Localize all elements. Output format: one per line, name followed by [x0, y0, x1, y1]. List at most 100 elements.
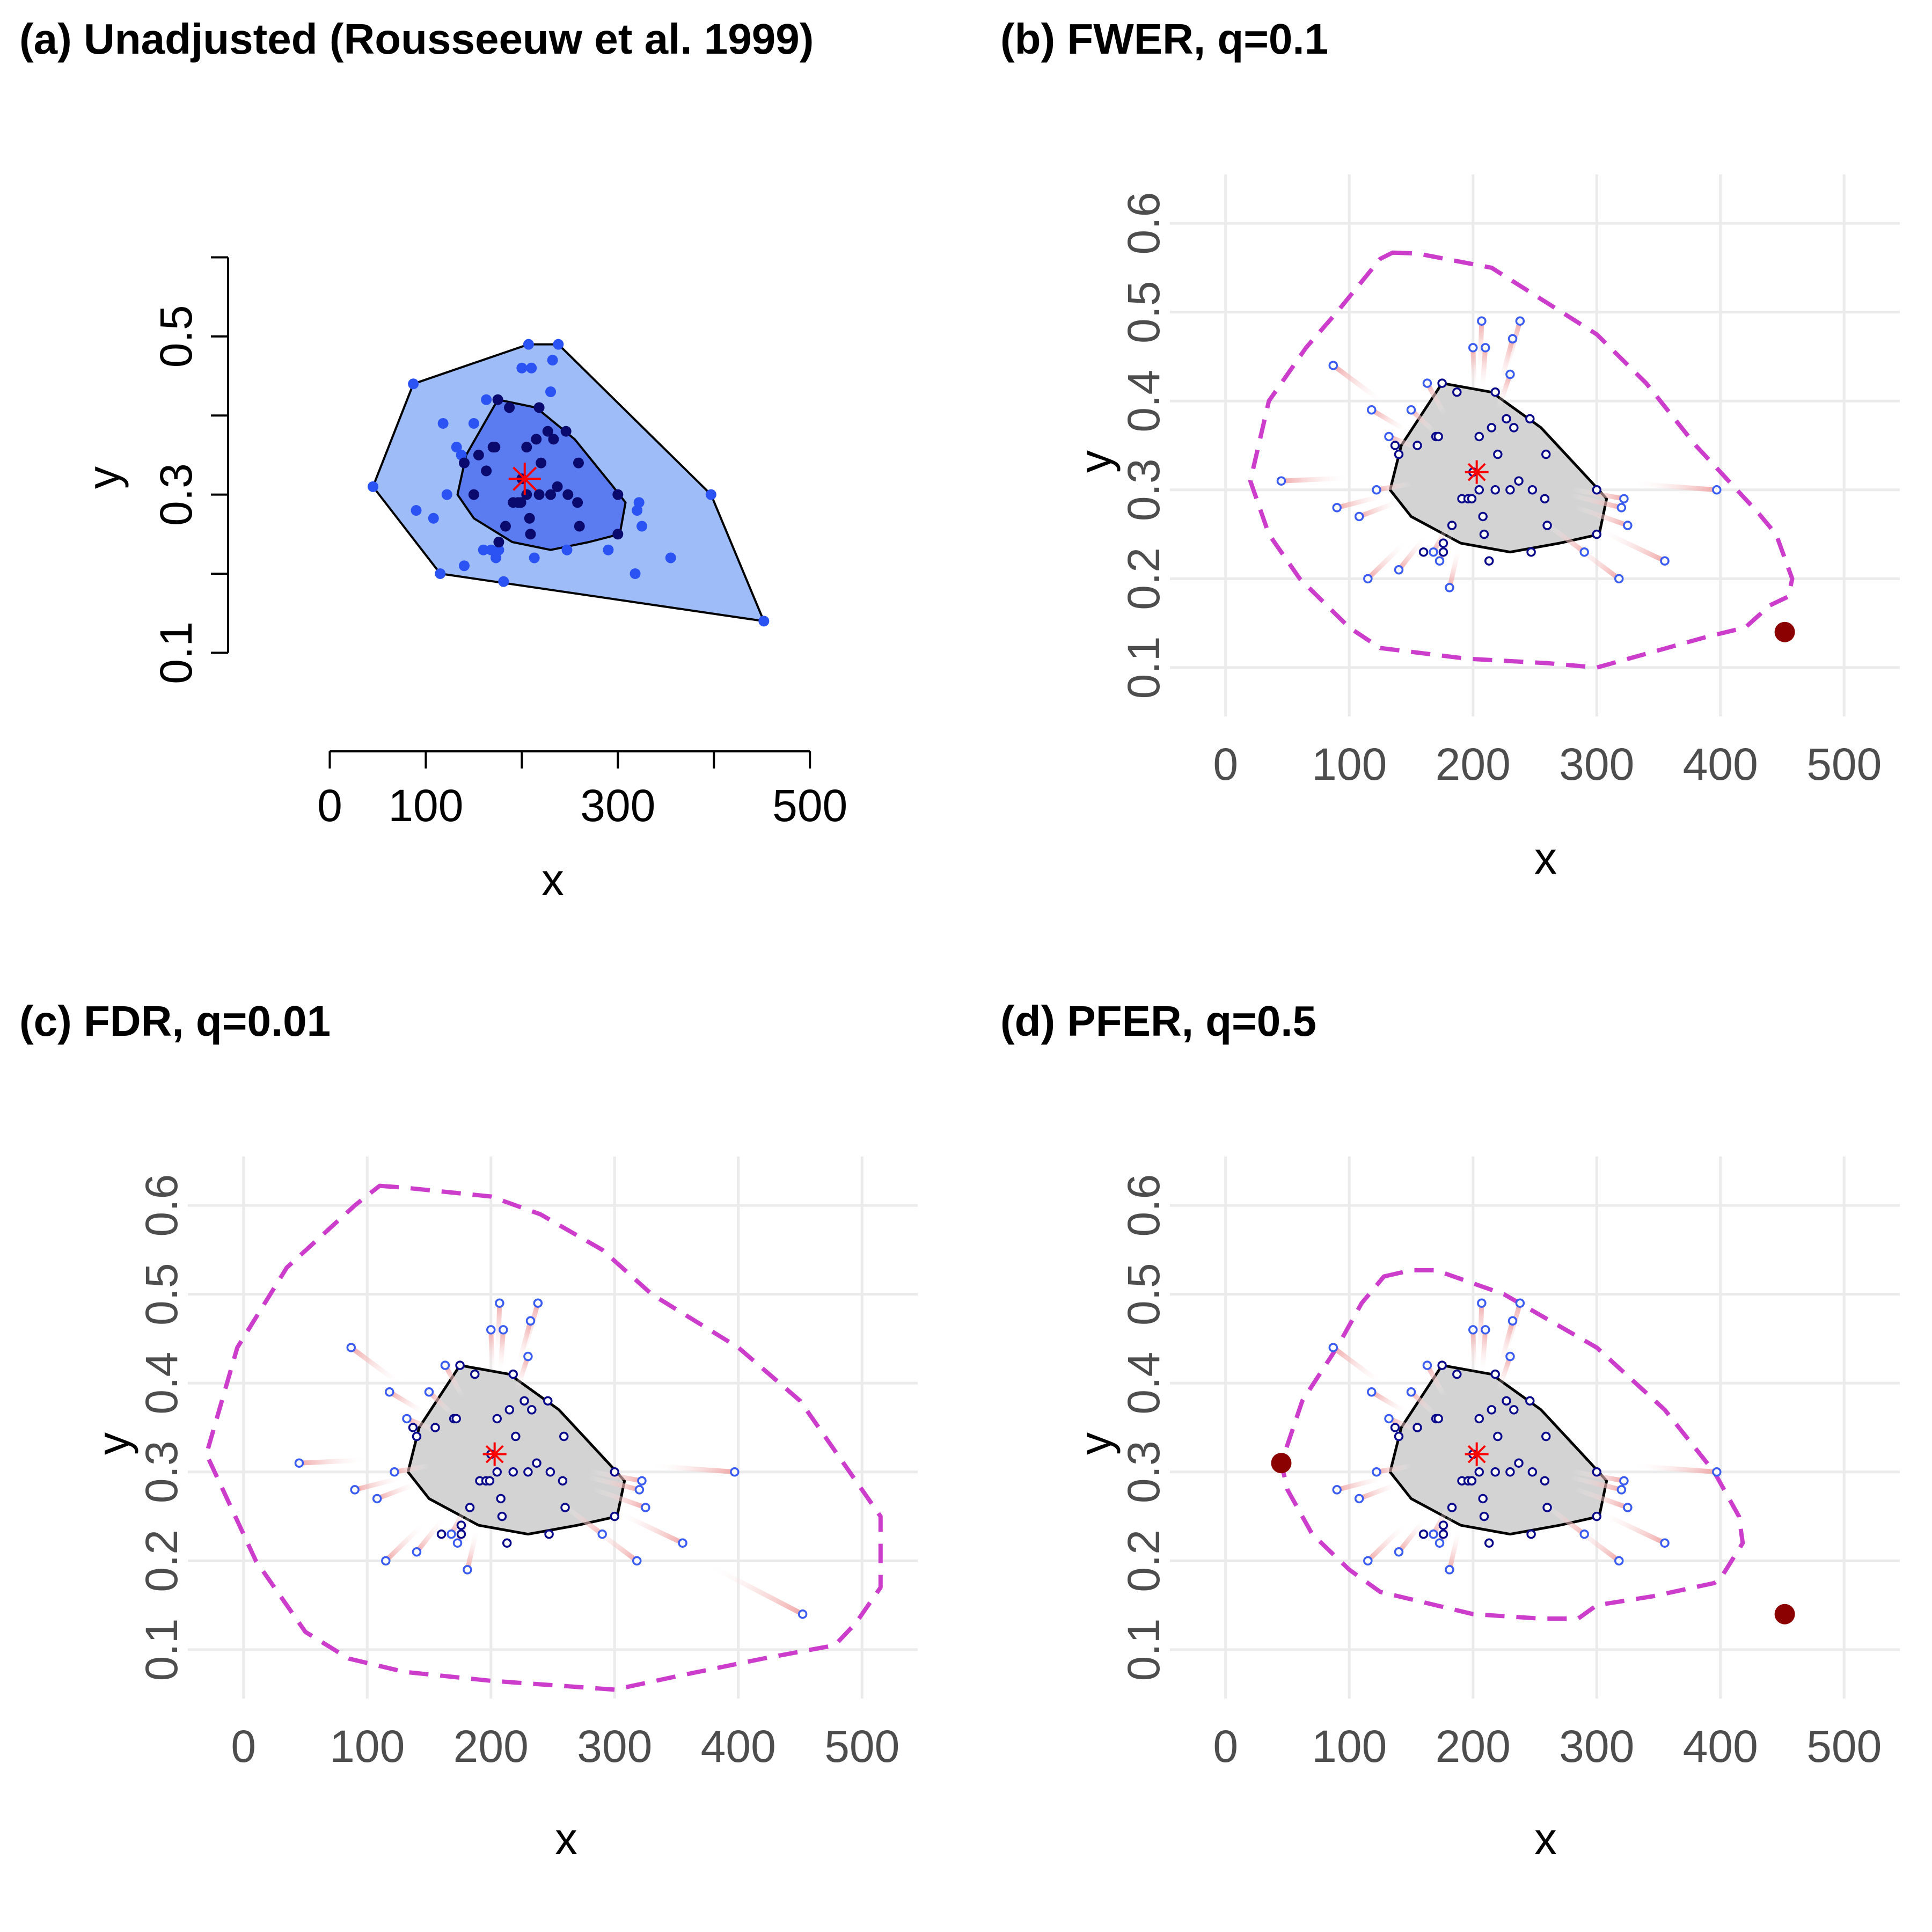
- panel-d: (d) PFER, q=0.5 0 100 200 300 400 500 0.1 0.2 0.…: [1000, 997, 1900, 1864]
- x-tick-label: 100: [1312, 739, 1387, 789]
- outlier-ray: [1596, 527, 1667, 564]
- x-tick-label: 300: [1559, 1721, 1634, 1772]
- data-point: [492, 1414, 502, 1424]
- outlier-ray: [1369, 1389, 1411, 1416]
- outer-data-point: [411, 505, 422, 516]
- outer-data-point: [545, 386, 557, 397]
- data-point: [1712, 1467, 1722, 1477]
- data-point: [508, 1467, 518, 1477]
- outer-data-point: [478, 544, 489, 555]
- data-point: [436, 1529, 447, 1539]
- outlier-ray: [1596, 1509, 1667, 1546]
- data-point: [1477, 1298, 1487, 1308]
- outlier-ray: [1630, 1463, 1719, 1475]
- outlier-ray: [1568, 1475, 1624, 1492]
- plot-a: 0 100 300 500 0.1 0.3 0.5: [151, 256, 847, 831]
- outlier-ray: [590, 1486, 648, 1510]
- data-point: [527, 1405, 537, 1415]
- y-tick-label: 0.5: [136, 1263, 187, 1326]
- data-point: [1418, 547, 1429, 557]
- data-point: [1502, 1396, 1511, 1406]
- inner-data-point: [473, 449, 484, 460]
- panel-c-y-label: y: [88, 1432, 138, 1455]
- data-point: [1438, 1529, 1448, 1539]
- data-point: [495, 1298, 504, 1308]
- outer-data-point: [705, 489, 716, 500]
- fence-dashed-line: [204, 1183, 883, 1692]
- data-point: [1660, 1538, 1670, 1548]
- data-point: [294, 1458, 304, 1468]
- median-star: [1465, 460, 1489, 484]
- x-tick-label: 300: [580, 780, 655, 831]
- data-point: [533, 1298, 543, 1308]
- outlier-ray: [1330, 363, 1386, 406]
- outlier-ray: [1357, 1480, 1403, 1501]
- outlier-ray: [296, 1457, 370, 1466]
- inner-data-point: [500, 521, 511, 532]
- y-tick-label: 0.3: [151, 463, 201, 526]
- data-point: [1467, 494, 1477, 504]
- data-point: [1502, 414, 1511, 424]
- data-point: [1384, 1414, 1394, 1424]
- data-point: [372, 1494, 382, 1504]
- data-point: [1422, 378, 1432, 388]
- x-tick-label: 500: [1806, 1721, 1882, 1772]
- data-point: [1505, 485, 1515, 495]
- data-point: [545, 1467, 555, 1477]
- data-point: [1542, 521, 1552, 530]
- data-point: [1614, 1556, 1624, 1566]
- x-tick-label: 100: [388, 780, 463, 831]
- data-point: [390, 1467, 399, 1477]
- data-point: [558, 1476, 568, 1486]
- outlier-ray: [1408, 1389, 1437, 1416]
- data-point: [1468, 1325, 1478, 1335]
- data-point: [440, 1360, 450, 1370]
- inner-data-point: [552, 481, 563, 492]
- data-point: [1438, 538, 1448, 548]
- data-point: [1354, 1494, 1364, 1504]
- data-point: [456, 1520, 466, 1530]
- data-point: [1507, 334, 1518, 344]
- data-point: [412, 1431, 422, 1441]
- inner-data-point: [521, 442, 532, 453]
- outlier-ray: [1572, 1486, 1630, 1510]
- data-point: [1390, 441, 1400, 450]
- inner-data-point: [468, 489, 479, 500]
- x-tick-label: 200: [453, 1721, 529, 1772]
- y-tick-label: 0.5: [151, 305, 201, 368]
- outlier-ray: [1365, 1521, 1409, 1563]
- data-point: [1484, 556, 1494, 566]
- outer-data-point: [561, 544, 573, 555]
- data-point: [1526, 1529, 1536, 1539]
- data-point: [1527, 485, 1538, 495]
- inner-data-point: [572, 497, 583, 508]
- outer-data-point: [526, 362, 537, 374]
- data-point: [485, 1476, 495, 1486]
- outlier-point: [1271, 1453, 1292, 1474]
- panel-c-title: (c) FDR, q=0.01: [19, 997, 331, 1045]
- data-point: [1366, 1387, 1377, 1397]
- data-point: [1514, 476, 1524, 486]
- outlier-point: [1774, 621, 1795, 642]
- data-point: [1505, 1351, 1515, 1362]
- data-point: [1541, 449, 1551, 459]
- outlier-ray: [584, 1521, 640, 1563]
- outlier-ray: [1568, 493, 1624, 510]
- y-tick-label: 0.2: [1118, 547, 1169, 610]
- data-point: [1372, 485, 1381, 495]
- outer-data-point: [633, 497, 645, 508]
- data-point: [1540, 1476, 1550, 1486]
- x-tick-label: 400: [701, 1721, 776, 1772]
- outlier-ray: [614, 1509, 685, 1546]
- data-point: [1276, 476, 1286, 486]
- panel-b-x-label: x: [1534, 833, 1557, 883]
- data-point: [1467, 1476, 1477, 1486]
- inner-data-point: [489, 442, 501, 453]
- data-point: [1418, 1529, 1429, 1539]
- y-tick-label: 0.6: [1118, 192, 1169, 255]
- outer-data-point: [547, 355, 558, 366]
- x-tick-label: 400: [1683, 739, 1758, 789]
- bag-polygon: [456, 398, 627, 551]
- y-tick-label: 0.1: [136, 1619, 187, 1681]
- data-point: [1712, 485, 1722, 495]
